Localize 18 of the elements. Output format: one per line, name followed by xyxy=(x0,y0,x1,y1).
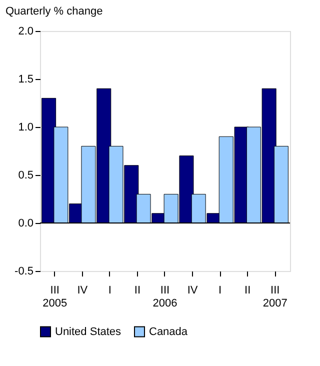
y-tick-label: 1.5 xyxy=(18,74,34,86)
x-tick-label: III 2005 xyxy=(42,284,68,310)
x-tick-label: I xyxy=(218,284,222,296)
y-axis-title: Quarterly % change xyxy=(6,6,103,18)
x-tick-label: IV xyxy=(187,284,198,296)
x-tick-label: II xyxy=(244,284,251,296)
legend-label: United States xyxy=(55,326,122,338)
legend-label: Canada xyxy=(149,326,188,338)
x-tick-label: II xyxy=(134,284,141,296)
x-tick-label: III 2007 xyxy=(262,284,288,310)
y-tick-label: 0.0 xyxy=(18,218,34,230)
y-tick-label: 0.5 xyxy=(18,170,34,182)
x-tick-label: I xyxy=(108,284,112,296)
x-tick-label: IV xyxy=(77,284,88,296)
y-tick-label: 2.0 xyxy=(18,26,34,38)
y-tick-label: -0.5 xyxy=(14,266,34,278)
x-tick-label: III 2006 xyxy=(152,284,178,310)
y-tick-label: 1.0 xyxy=(18,122,34,134)
